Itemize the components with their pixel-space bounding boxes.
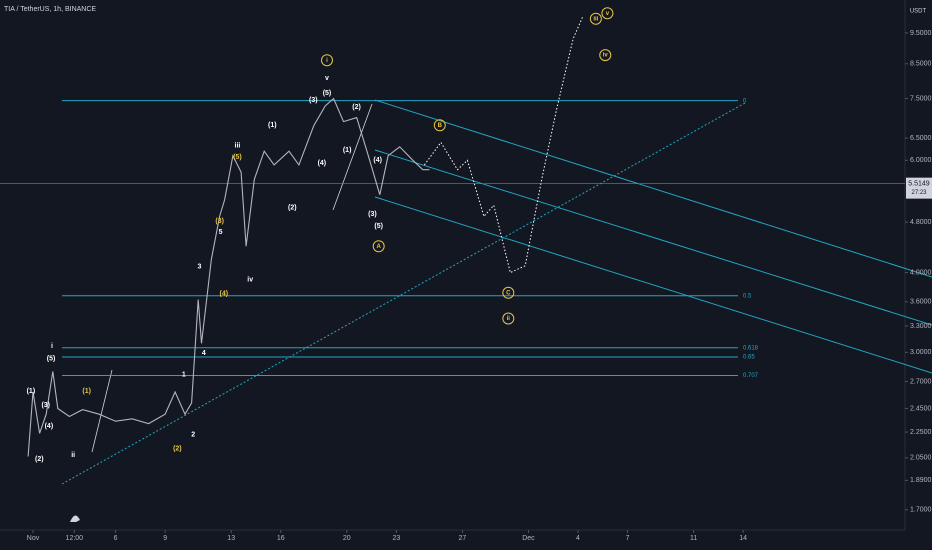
x-tick-label: 12:00 bbox=[66, 535, 84, 542]
y-tick-label: 2.4500 bbox=[910, 405, 932, 412]
wave-label: (1) bbox=[27, 388, 36, 395]
wave-label: 2 bbox=[191, 431, 195, 438]
wave-label: (3) bbox=[215, 218, 224, 225]
wave-circle bbox=[502, 312, 515, 325]
y-tick-label: 3.3000 bbox=[910, 323, 932, 330]
wave-label: (4) bbox=[373, 157, 382, 164]
wave-label: 1 bbox=[182, 371, 186, 378]
wave-circle bbox=[372, 240, 385, 253]
wave-label: (4) bbox=[219, 290, 228, 297]
y-tick-label: 3.0000 bbox=[910, 349, 932, 356]
wave-label: (2) bbox=[35, 456, 44, 463]
price-line bbox=[27, 97, 430, 457]
wave-label: C bbox=[506, 290, 511, 296]
fib-level-label: 0.65 bbox=[743, 355, 755, 361]
x-tick-label: 9 bbox=[163, 535, 167, 542]
wave-circle bbox=[433, 119, 446, 132]
x-tick-label: 11 bbox=[690, 535, 697, 542]
channel-line bbox=[374, 99, 932, 278]
wave-label: B bbox=[438, 123, 443, 129]
wave-label: (5) bbox=[374, 223, 383, 230]
y-tick-label: 7.5000 bbox=[910, 95, 932, 102]
wave-label: (1) bbox=[343, 147, 352, 154]
wave-label: (2) bbox=[288, 204, 297, 211]
channel-line bbox=[374, 149, 932, 326]
wave-label: A bbox=[377, 244, 382, 250]
y-tick-label: 1.7000 bbox=[910, 507, 932, 514]
x-tick-label: Dec bbox=[522, 535, 535, 542]
last-price-label: 5.5149 bbox=[908, 180, 930, 187]
wave-label: iv bbox=[247, 276, 253, 283]
price-line bbox=[423, 15, 584, 274]
x-tick-label: Nov bbox=[27, 535, 40, 542]
y-tick-label: 9.5000 bbox=[910, 30, 932, 37]
last-price-tag bbox=[906, 177, 932, 199]
wave-label: (2) bbox=[352, 104, 361, 111]
fib-level-label: 0.707 bbox=[743, 373, 759, 379]
x-tick-label: 23 bbox=[392, 535, 400, 542]
y-tick-label: 4.0000 bbox=[910, 269, 932, 276]
fib-level-label: 0.5 bbox=[743, 293, 752, 299]
y-tick-label: 6.5000 bbox=[910, 135, 932, 142]
wave-label: iv bbox=[603, 53, 609, 59]
wave-label: v bbox=[325, 75, 329, 82]
wave-label: 4 bbox=[202, 350, 206, 357]
y-tick-label: 4.8000 bbox=[910, 219, 932, 226]
wave-circle bbox=[599, 49, 612, 62]
wave-line bbox=[332, 103, 373, 211]
x-tick-label: 14 bbox=[739, 535, 747, 542]
wave-line bbox=[91, 369, 113, 453]
wave-label: v bbox=[606, 11, 610, 17]
wave-label: (1) bbox=[268, 122, 277, 129]
y-tick-label: 3.6000 bbox=[910, 299, 932, 306]
wave-label: i bbox=[326, 58, 328, 64]
x-tick-label: 13 bbox=[227, 535, 235, 542]
wave-label: (1) bbox=[82, 388, 91, 395]
wave-label: iii bbox=[235, 142, 241, 149]
y-tick-label: 1.8900 bbox=[910, 477, 932, 484]
x-tick-label: 20 bbox=[343, 535, 351, 542]
wave-label: (4) bbox=[318, 160, 327, 167]
wave-circle bbox=[502, 286, 515, 299]
drawings bbox=[61, 99, 932, 485]
y-tick-label: 2.7000 bbox=[910, 378, 932, 385]
wave-label: iii bbox=[593, 16, 598, 22]
wave-label: (5) bbox=[47, 356, 56, 363]
wave-circle bbox=[320, 54, 333, 67]
x-tick-label: 7 bbox=[626, 535, 630, 542]
x-tick-label: 4 bbox=[576, 535, 580, 542]
fib-level-label: 0 bbox=[743, 98, 747, 104]
wave-label: 5 bbox=[219, 229, 223, 236]
wave-label: (2) bbox=[173, 445, 182, 452]
x-tick-label: 16 bbox=[277, 535, 285, 542]
wave-label: ii bbox=[71, 452, 75, 459]
x-tick-label: 6 bbox=[114, 535, 118, 542]
y-tick-label: 8.5000 bbox=[910, 61, 932, 68]
wave-label: (3) bbox=[41, 402, 50, 409]
chart-title: TIA / TetherUS, 1h, BINANCE bbox=[4, 6, 96, 13]
wave-label: (3) bbox=[309, 97, 318, 104]
unit-label: USDT bbox=[910, 9, 927, 15]
y-tick-label: 2.2500 bbox=[910, 429, 932, 436]
wave-label: (4) bbox=[45, 423, 54, 430]
y-tick-label: 6.0000 bbox=[910, 157, 932, 164]
logo bbox=[70, 515, 80, 522]
wave-label: (3) bbox=[368, 211, 377, 218]
wave-label: i bbox=[51, 343, 53, 350]
fib-level-label: 0.618 bbox=[743, 345, 759, 351]
axes: 9.5000 8.5000 7.5000 6.5000 6.0000 4.8000 4.00… bbox=[27, 30, 932, 542]
channel-line bbox=[374, 196, 932, 374]
wave-label: 3 bbox=[198, 263, 202, 270]
x-tick-label: 27 bbox=[459, 535, 467, 542]
y-tick-label: 2.0500 bbox=[910, 455, 932, 462]
wave-circle bbox=[589, 12, 602, 25]
wave-label: (5) bbox=[323, 90, 332, 97]
countdown: 27:23 bbox=[911, 190, 927, 196]
wave-label: ii bbox=[507, 316, 511, 322]
wave-circle bbox=[601, 7, 614, 20]
wave-label: (5) bbox=[233, 154, 242, 161]
